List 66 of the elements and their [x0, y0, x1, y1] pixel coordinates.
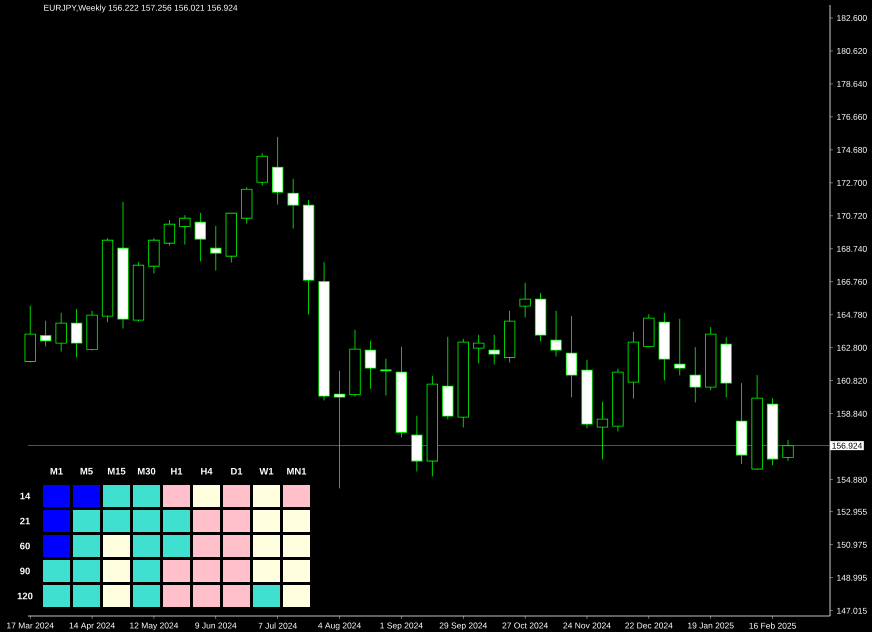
x-tick-label: 17 Mar 2024 — [7, 622, 54, 629]
y-tick-label: 174.680 — [837, 147, 867, 154]
y-tick-label: 160.820 — [837, 378, 867, 384]
y-tick-label: 176.660 — [837, 114, 867, 120]
x-tick-label: 24 Nov 2024 — [563, 622, 611, 629]
candlestick — [566, 316, 578, 398]
y-tick-label: 162.800 — [837, 345, 867, 352]
y-tick-label: 180.620 — [837, 48, 867, 54]
x-tick-label: 27 Oct 2024 — [502, 622, 548, 629]
candlestick — [488, 334, 500, 366]
y-tick-label: 152.955 — [837, 509, 867, 516]
category-label: D1 — [231, 468, 242, 475]
category-label: MN1 — [287, 468, 306, 475]
category-label: 120 — [18, 592, 33, 600]
category-label: M15 — [108, 468, 126, 475]
x-tick-label: 29 Sep 2024 — [440, 622, 488, 630]
y-tick-label: 164.780 — [837, 312, 867, 318]
category-label: 21 — [20, 518, 30, 525]
candlestick — [519, 282, 531, 318]
candlestick — [164, 220, 176, 246]
x-tick-label: 12 May 2024 — [130, 622, 178, 630]
candlestick — [40, 320, 52, 348]
candlestick — [674, 318, 686, 376]
category-label: M30 — [138, 468, 156, 475]
chart-title: EURJPY,Weekly 156.222 157.256 156.021 156.924 — [44, 4, 238, 13]
x-tick-label: 9 Jun 2024 — [195, 622, 237, 629]
y-tick-label: 168.740 — [837, 246, 867, 252]
candlestick — [194, 212, 206, 262]
x-tick-label: 19 Jan 2025 — [688, 622, 734, 629]
y-tick-label: 147.015 — [837, 608, 867, 614]
x-tick-label: 1 Sep 2024 — [380, 622, 423, 630]
category-label: M1 — [50, 468, 63, 475]
category-label: M5 — [80, 468, 93, 475]
x-tick-label: 14 Apr 2024 — [70, 622, 115, 630]
candlestick — [179, 215, 191, 246]
y-tick-label: 182.600 — [837, 15, 867, 22]
candlestick — [550, 310, 562, 358]
x-tick-label: 4 Aug 2024 — [318, 622, 361, 630]
candlestick — [55, 312, 67, 352]
candlestick — [287, 178, 299, 230]
category-label: 14 — [20, 492, 30, 500]
x-tick-label: 22 Dec 2024 — [625, 622, 673, 629]
x-tick-label: 16 Feb 2025 — [749, 622, 796, 629]
ref-line-label: 156.924 — [832, 442, 862, 449]
candlestick — [690, 346, 701, 404]
y-tick-label: 154.880 — [837, 476, 867, 483]
candlestick — [473, 334, 484, 364]
candlestick — [364, 340, 376, 390]
y-tick-label: 148.995 — [837, 575, 867, 582]
y-tick-label: 172.700 — [837, 180, 867, 186]
candlestick — [210, 226, 222, 272]
y-tick-label: 150.975 — [837, 542, 867, 548]
category-label: W1 — [259, 468, 274, 475]
category-label: H1 — [171, 468, 182, 475]
y-tick-label: 158.840 — [837, 411, 867, 418]
category-label: 90 — [20, 568, 30, 575]
category-label: 60 — [20, 542, 30, 550]
y-tick-label: 166.760 — [837, 279, 867, 286]
y-tick-label: 178.640 — [837, 81, 867, 88]
candlestick — [782, 440, 794, 462]
category-label: H4 — [201, 468, 213, 475]
y-tick-label: 170.720 — [837, 213, 867, 220]
candlestick — [596, 402, 608, 460]
candlestick — [334, 370, 346, 490]
x-tick-label: 7 Jul 2024 — [258, 622, 297, 629]
candlestick — [70, 308, 82, 358]
